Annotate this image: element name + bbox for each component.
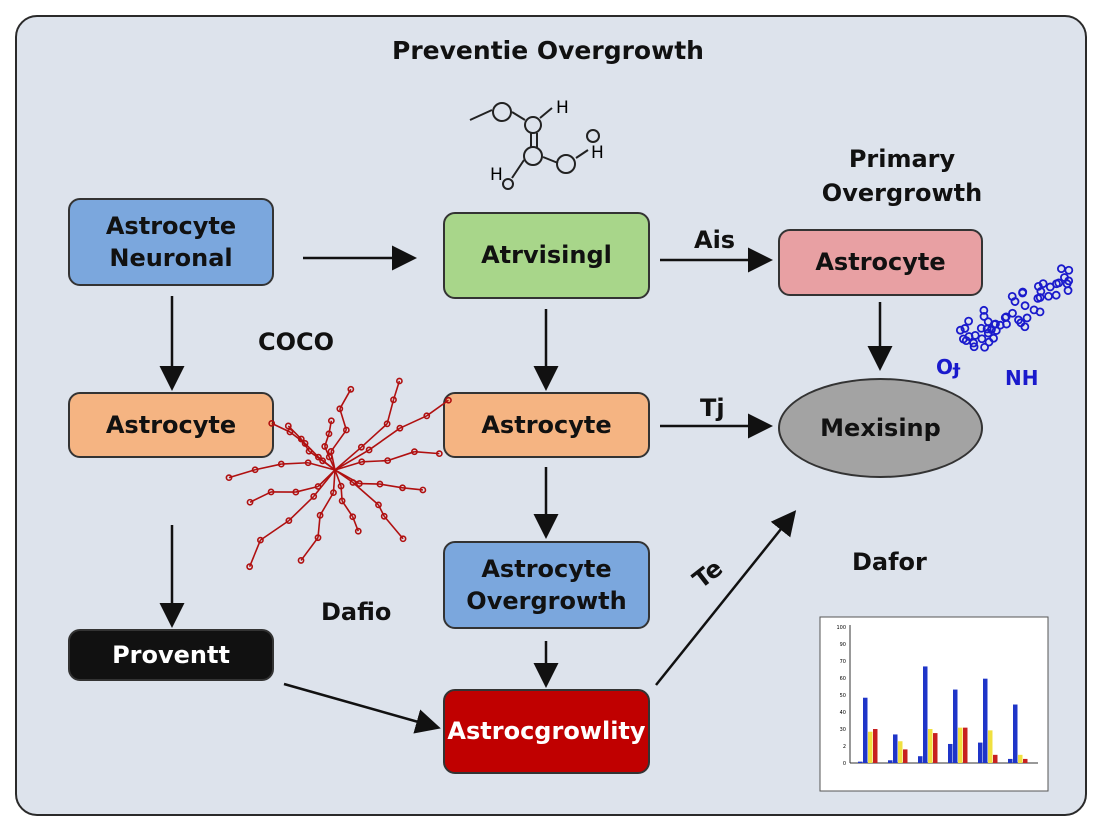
label-dafor: Dafor (852, 548, 927, 576)
neuron-network-icon (225, 377, 452, 571)
label-dafio: Dafio (321, 598, 392, 626)
blue-molecule-icon (955, 264, 1074, 352)
inset-bar (893, 734, 898, 763)
inset-bar (963, 727, 968, 763)
node-astrocyte-neuronal: Astrocyte Neuronal (68, 198, 274, 286)
node-mexisinp: Mexisinp (778, 378, 983, 478)
inset-tick: 50 (840, 693, 846, 699)
label-tj: Tj (700, 394, 725, 422)
inset-bar (918, 756, 923, 763)
inset-bar (873, 729, 878, 763)
mol-h1: H (556, 98, 569, 118)
label-primary-overgrowth: Primary Overgrowth (821, 145, 983, 207)
arrow (283, 682, 441, 734)
inset-tick: 30 (840, 727, 846, 733)
inset-bar (868, 731, 873, 763)
node-atrvisingl: Atrvisingl (443, 212, 650, 299)
inset-bar (1013, 704, 1018, 763)
inset-bar (928, 729, 933, 763)
inset-bar (858, 761, 863, 763)
inset-bar (1008, 758, 1013, 763)
inset-bar (888, 760, 893, 763)
node-proventt: Proventt (68, 629, 274, 681)
inset-tick: 2 (843, 744, 846, 750)
mol-o: Oɟ (936, 355, 961, 379)
inset-bar (1023, 758, 1028, 763)
diagram-title: Preventie Overgrowth (392, 36, 704, 65)
inset-bar (983, 678, 988, 763)
inset-bar (933, 733, 938, 763)
inset-bar (903, 749, 908, 763)
mol-h2: H (591, 143, 604, 163)
inset-bar (953, 689, 958, 763)
inset-bar (863, 697, 868, 763)
arrow (655, 510, 797, 686)
inset-bar (958, 727, 963, 763)
inset-tick: 60 (840, 676, 846, 682)
mol-nh: NH (1005, 366, 1038, 390)
inset-tick: 90 (840, 642, 846, 648)
inset-bar (988, 730, 993, 763)
inset-tick: 40 (840, 710, 846, 716)
mol-h3: H (490, 165, 503, 185)
node-astrocyte-orange-left: Astrocyte (68, 392, 274, 458)
inset-bar (948, 743, 953, 763)
label-ais: Ais (694, 226, 736, 254)
inset-tick: 100 (836, 625, 846, 631)
node-astrocyte-pink: Astrocyte (778, 229, 983, 296)
inset-tick: 70 (840, 659, 846, 665)
inset-bar (978, 742, 983, 763)
inset-bar (1018, 754, 1023, 763)
node-astrocyte-orange-mid: Astrocyte (443, 392, 650, 458)
inset-tick: 0 (843, 761, 846, 767)
node-astrocyte-overgrowth: Astrocyte Overgrowth (443, 541, 650, 629)
molecule-icon (469, 102, 600, 190)
inset-bar (923, 666, 928, 763)
inset-bar (898, 741, 903, 763)
inset-bar (993, 754, 998, 763)
label-coco: COCO (258, 328, 335, 356)
node-astrocgrowlity: Astrocgrowlity (443, 689, 650, 774)
